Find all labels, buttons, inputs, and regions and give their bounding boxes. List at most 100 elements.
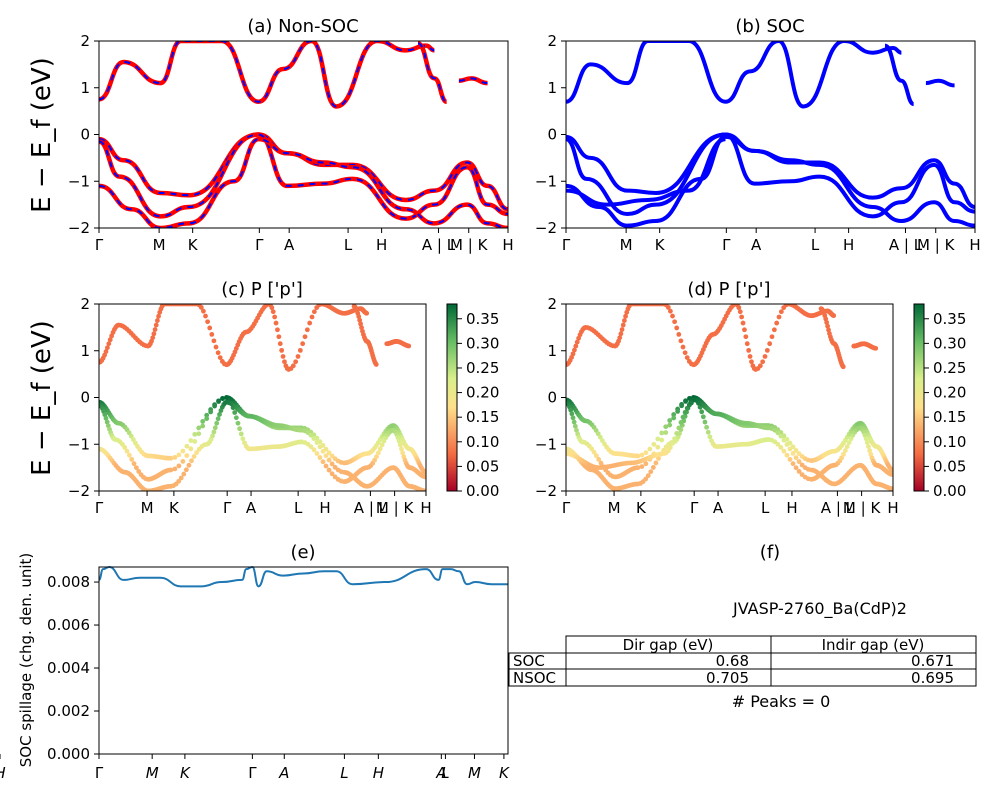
projection-point (796, 459, 802, 465)
projection-point (152, 327, 158, 332)
panel-c-title: (c) P ['p'] (221, 279, 303, 300)
colorbar-gradient (913, 303, 925, 492)
projection-point (866, 444, 871, 449)
y-tick-label: −2 (535, 482, 557, 500)
projection-point (269, 305, 275, 311)
projection-point (104, 419, 110, 425)
table-cell: 0.695 (911, 669, 954, 687)
projection-point (781, 448, 787, 454)
projection-point (188, 438, 194, 443)
y-tick-label: 1 (547, 79, 557, 97)
y-tick-label: 2 (547, 32, 557, 50)
projection-point (570, 351, 576, 357)
projection-point (668, 445, 673, 450)
x-tick-label: Γ (248, 764, 257, 782)
projection-point (671, 412, 677, 417)
projection-point (216, 399, 221, 404)
axes-frame (565, 40, 976, 229)
projection-point (311, 309, 317, 315)
projection-point (776, 314, 782, 320)
band-dash-valence-2 (99, 133, 508, 220)
x-tick-label: L (811, 236, 820, 254)
x-tick-label: H (376, 236, 387, 254)
panel-a-ylabel: E − E_f (eV) (27, 57, 57, 213)
projection-point (304, 327, 310, 333)
projection-point (596, 457, 602, 462)
projection-point (790, 461, 796, 467)
projection-point (749, 359, 754, 365)
band-line-conduction-2 (925, 78, 955, 88)
projection-point (323, 453, 329, 459)
projection-point (778, 433, 784, 439)
projection-point (674, 430, 680, 436)
projection-point (183, 467, 189, 473)
projection-point (205, 319, 211, 325)
projection-point (208, 409, 214, 415)
x-tick-label: A (713, 499, 724, 517)
projection-point (103, 349, 109, 354)
y-tick-label: −1 (535, 435, 557, 453)
projection-point (619, 327, 625, 332)
projection-point (889, 486, 893, 491)
projection-point (172, 454, 178, 460)
projection-point (280, 354, 286, 359)
projection-point (787, 446, 793, 452)
x-tick-label: A | L (821, 499, 855, 517)
projection-point (621, 318, 627, 323)
projection-point (572, 347, 577, 353)
projection-point (124, 448, 130, 454)
x-tick-label: K (636, 499, 647, 517)
projection-point (329, 453, 335, 459)
projection-point (297, 347, 303, 353)
x-tick-label: M | K (450, 236, 489, 254)
y-tick-label: 0.004 (47, 659, 90, 677)
projection-point (276, 334, 282, 340)
x-tick-label: L (761, 499, 770, 517)
projection-point (122, 445, 128, 450)
x-tick-label: K (188, 236, 199, 254)
projection-point (747, 354, 753, 359)
projection-point (377, 446, 383, 452)
y-tick-label: −1 (68, 172, 90, 190)
x-tick-label: L (294, 499, 303, 517)
projection-point (739, 314, 745, 320)
projection-point (196, 425, 202, 431)
x-tick-label: K (655, 236, 666, 254)
x-tick-label: H (420, 499, 431, 517)
axes-frame (565, 303, 894, 492)
projection-point (151, 331, 157, 337)
projection-point (844, 444, 850, 449)
gap-table (508, 635, 977, 687)
band-line-valence-2 (566, 132, 975, 219)
colorbar-tick-label: 0.05 (933, 457, 966, 475)
projection-point (270, 309, 276, 315)
panel-a-band-structure: 2 1 0 −1 −2 Γ M K Γ A L H A | LM | K H (68, 32, 514, 254)
projection-point (295, 354, 301, 359)
x-tick-label: H (0, 764, 6, 782)
projection-point (176, 452, 182, 458)
colorbar-tick-label: 0.30 (466, 334, 499, 352)
panel-d-colorbar: 0.35 0.30 0.25 0.20 0.15 0.10 0.05 0.00 (913, 303, 966, 500)
axes-frame (98, 303, 427, 492)
projection-point (676, 425, 682, 431)
projection-point (373, 362, 379, 367)
y-tick-label: −2 (68, 482, 90, 500)
projection-point (314, 440, 320, 445)
projection-point (757, 363, 763, 369)
projection-point (742, 327, 747, 333)
y-tick-label: −1 (535, 172, 557, 190)
projection-point (200, 419, 206, 424)
projection-point (217, 412, 222, 417)
projection-point (184, 443, 190, 449)
projection-point (240, 436, 246, 442)
projection-point (220, 396, 225, 401)
projection-point (204, 416, 210, 422)
projection-point (238, 431, 244, 437)
x-tick-label: M | K (843, 499, 882, 517)
projection-point (784, 452, 790, 458)
projection-point (699, 409, 705, 415)
band-dash-conduction-3 (417, 42, 448, 103)
projection-point (307, 320, 313, 326)
